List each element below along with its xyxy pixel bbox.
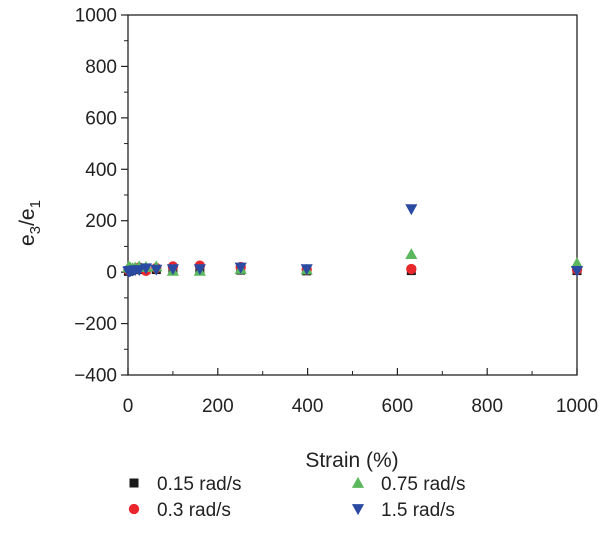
y-tick-label: 200 (85, 211, 117, 232)
x-axis-title: Strain (%) (305, 449, 398, 472)
y-tick-label: 1000 (75, 6, 117, 27)
y-axis-title-slash: /e (16, 208, 39, 226)
legend-label: 0.3 rad/s (157, 500, 231, 521)
x-tick-label: 0 (123, 396, 134, 417)
y-axis-title-sub2: 1 (27, 200, 44, 208)
legend-marker (129, 478, 139, 488)
plot-points (122, 204, 584, 278)
legend-marker (351, 504, 365, 516)
legend-label: 1.5 rad/s (381, 500, 455, 521)
y-tick-label: 400 (85, 160, 117, 181)
y-tick-label: 0 (106, 263, 117, 284)
y-tick-label: −200 (74, 314, 117, 335)
data-point (300, 264, 313, 276)
data-point (405, 204, 418, 216)
data-point (166, 264, 179, 276)
x-tick-label: 200 (202, 396, 234, 417)
x-tick-label: 1000 (556, 396, 598, 417)
legend-marker (128, 503, 140, 515)
plot-frame (127, 14, 578, 376)
data-point (139, 263, 153, 275)
y-axis-title: e3/e1 (16, 200, 44, 246)
x-tick-label: 600 (382, 396, 414, 417)
x-tick-label: 800 (471, 396, 503, 417)
legend-marker (351, 476, 365, 488)
data-point (133, 265, 146, 277)
y-axis-title-sub1: 3 (27, 226, 44, 234)
x-tick-label: 400 (292, 396, 324, 417)
data-point (234, 262, 247, 274)
legend: 0.15 rad/s 0.3 rad/s 0.75 rad/s 1.5 rad/s (128, 474, 466, 521)
y-axis-title-main: e (16, 234, 39, 246)
legend-label: 0.75 rad/s (381, 474, 466, 495)
data-point (406, 263, 417, 275)
data-point (150, 264, 163, 276)
y-tick-label: −400 (74, 366, 117, 387)
axes (127, 14, 578, 376)
data-point (405, 248, 418, 260)
y-tick-label: 600 (85, 108, 117, 129)
axis-ticks: 0 200 400 600 800 1000 −400 −200 0 200 400 600 800 10… (74, 6, 598, 418)
y-tick-label: 800 (85, 57, 117, 78)
legend-label: 0.15 rad/s (157, 474, 242, 495)
data-point (193, 264, 206, 276)
data-point (570, 265, 584, 277)
data-point (570, 257, 584, 269)
